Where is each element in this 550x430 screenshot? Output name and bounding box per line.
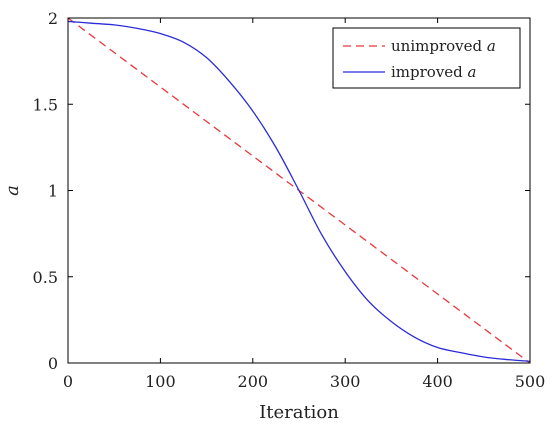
y-axis-label: a bbox=[2, 185, 23, 196]
x-tick-label: 500 bbox=[515, 372, 546, 391]
series-line-improved-a bbox=[67, 20, 531, 362]
y-tick-label: 0 bbox=[48, 354, 58, 373]
y-axis-ticks: 0 0.5 1 1.5 2 bbox=[33, 9, 530, 373]
legend: unimproved a improved a bbox=[332, 27, 521, 89]
y-tick-label: 0.5 bbox=[33, 268, 58, 287]
legend-entry-label: improved a bbox=[391, 63, 477, 81]
series-layer bbox=[67, 17, 531, 364]
legend-entry-label: unimproved a bbox=[391, 37, 496, 55]
legend-box bbox=[332, 27, 521, 89]
x-axis-label: Iteration bbox=[259, 402, 339, 423]
x-tick-label: 400 bbox=[422, 372, 453, 391]
x-axis-ticks: 0 100 200 300 400 500 bbox=[63, 18, 545, 391]
x-tick-label: 100 bbox=[145, 372, 176, 391]
x-tick-label: 0 bbox=[63, 372, 73, 391]
x-tick-label: 200 bbox=[238, 372, 269, 391]
x-tick-label: 300 bbox=[330, 372, 361, 391]
y-tick-label: 1 bbox=[48, 182, 58, 201]
y-tick-label: 2 bbox=[48, 9, 58, 28]
y-tick-label: 1.5 bbox=[33, 95, 58, 114]
